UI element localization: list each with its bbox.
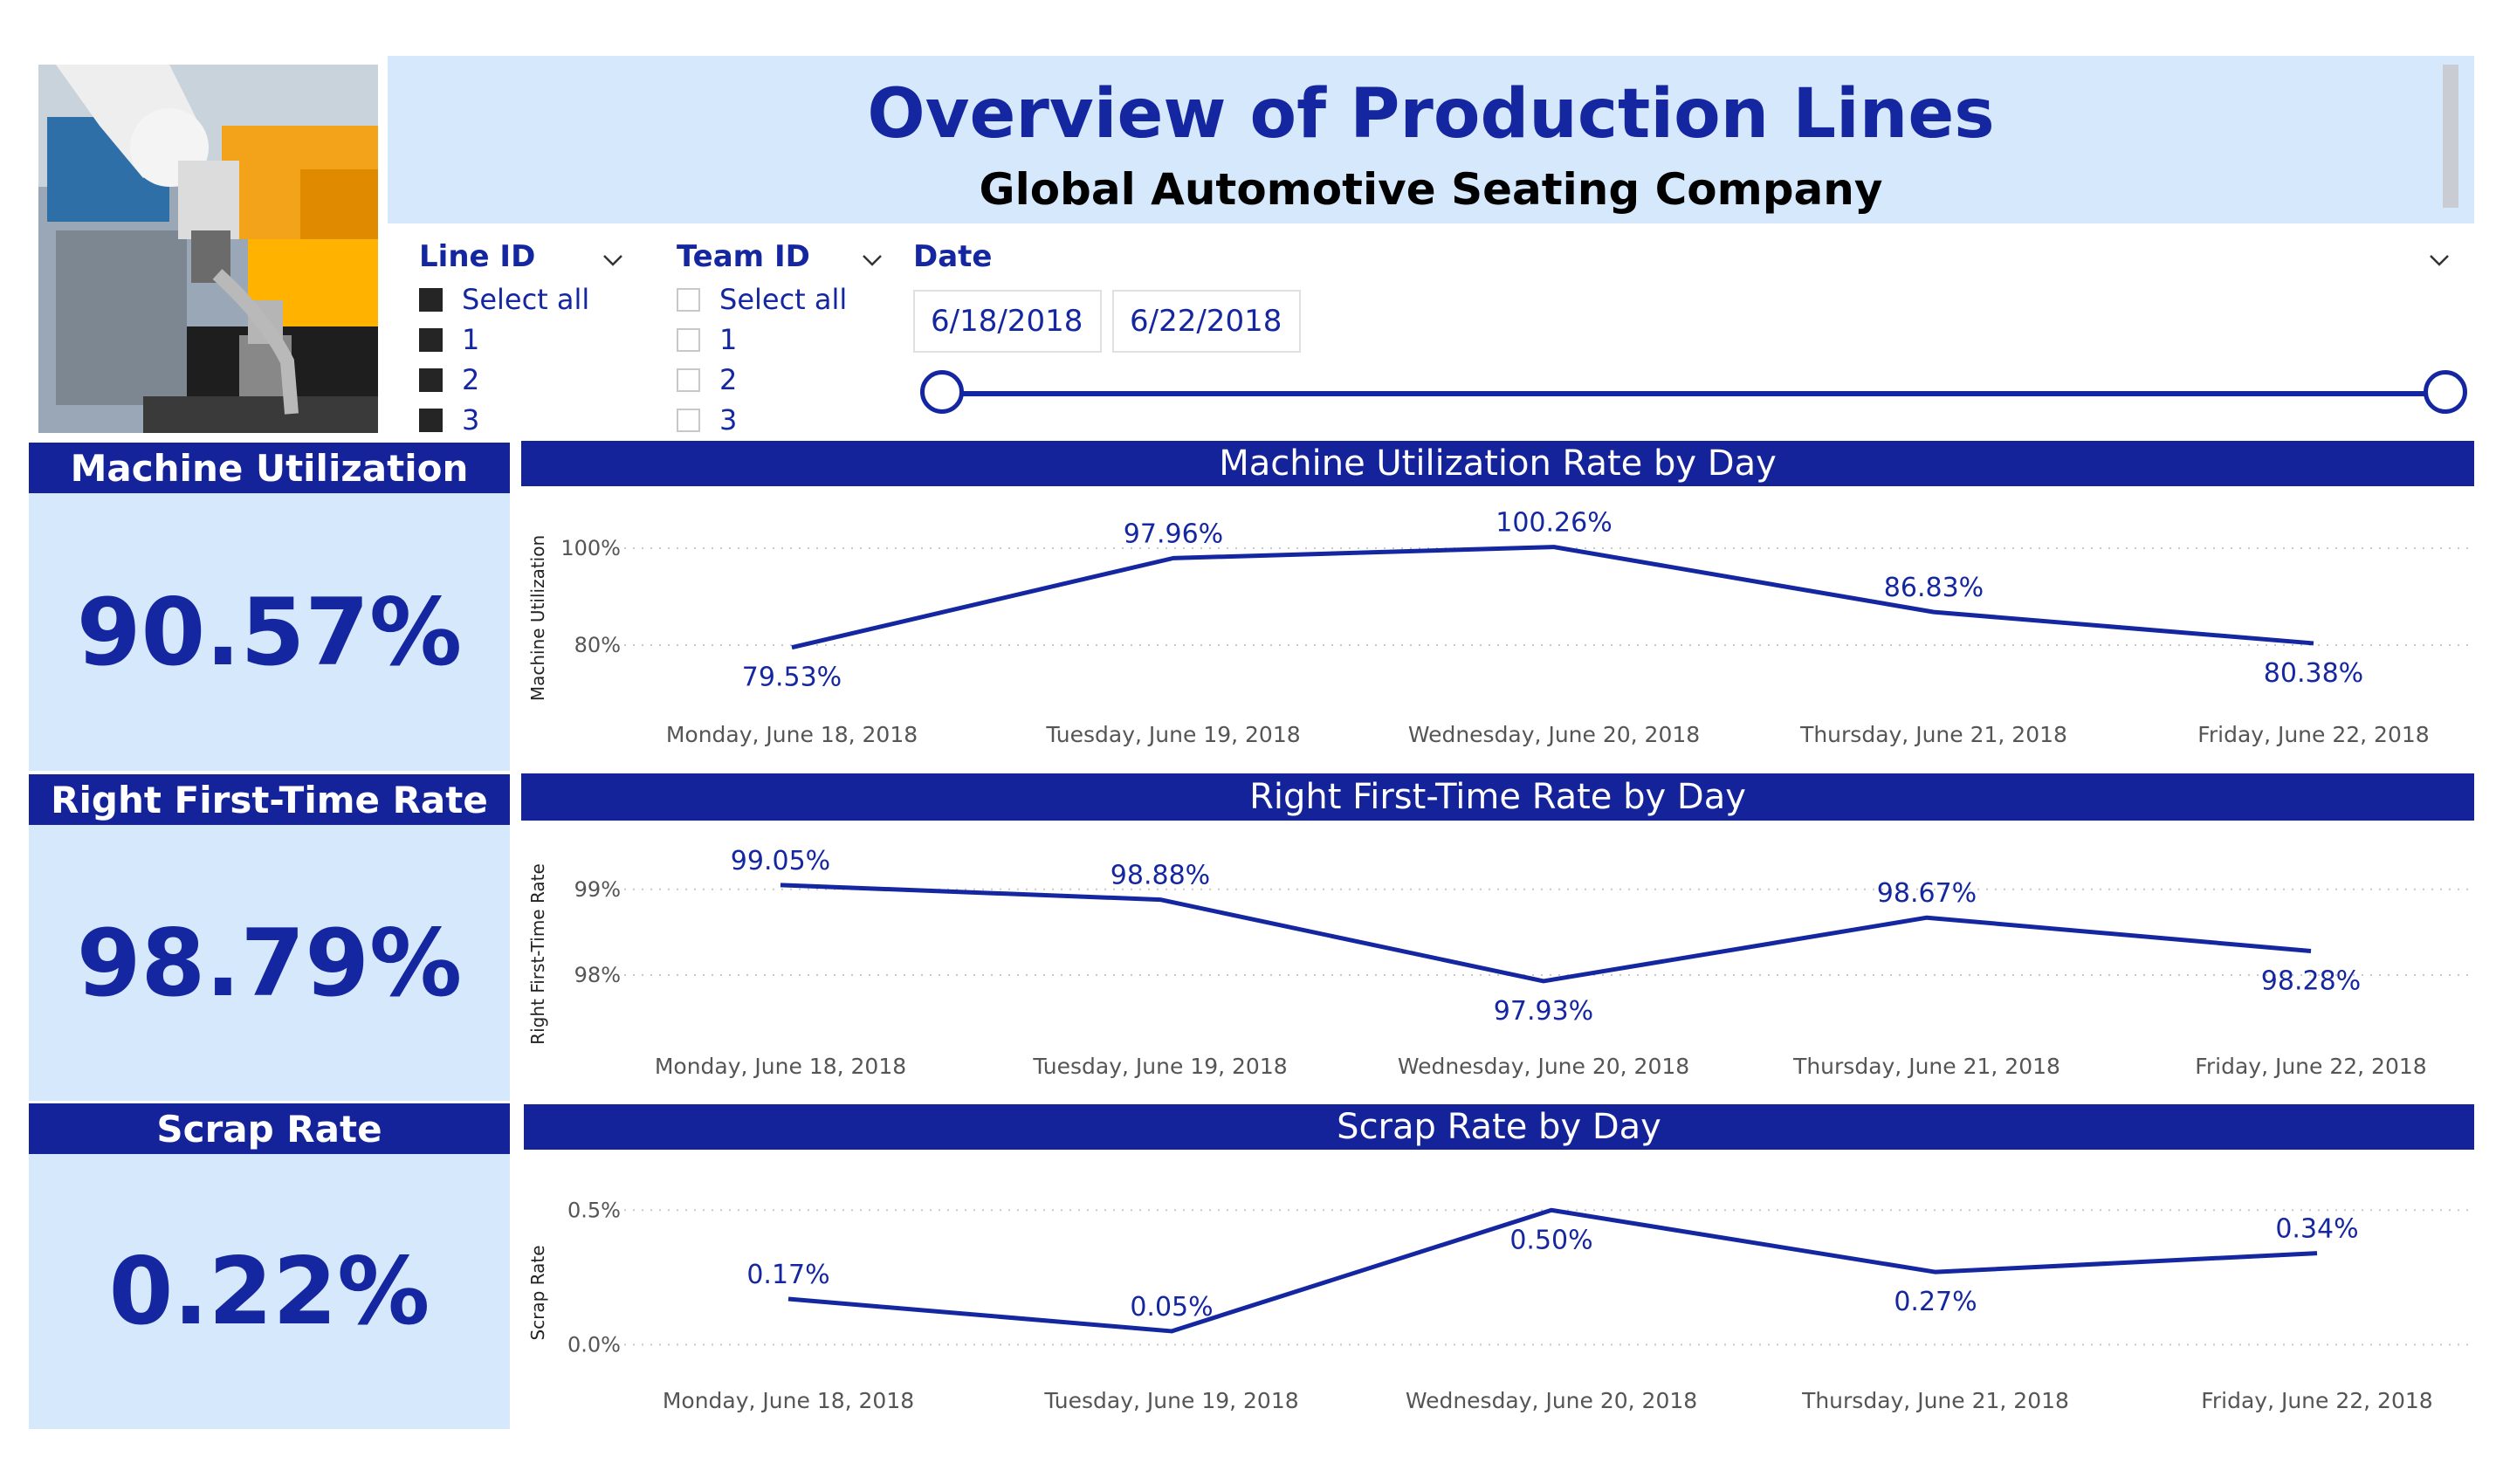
x-tick-label: Friday, June 22, 2018	[2201, 1388, 2432, 1413]
y-axis-title: Right First-Time Rate	[527, 863, 548, 1045]
data-label: 0.05%	[1130, 1292, 1213, 1323]
y-axis-title: Machine Utilization	[527, 535, 548, 701]
x-tick-label: Tuesday, June 19, 2018	[1032, 1054, 1287, 1079]
team-id-option-3[interactable]: 3	[677, 400, 890, 440]
checkbox[interactable]	[677, 368, 700, 392]
y-tick-label: 98%	[574, 963, 621, 987]
x-tick-label: Thursday, June 21, 2018	[1792, 1054, 2060, 1079]
x-tick-label: Wednesday, June 20, 2018	[1406, 1388, 1697, 1413]
team-id-slicer: Team ID Select all 1 2 3	[677, 239, 890, 440]
data-label: 79.53%	[742, 663, 842, 693]
kpi-right-first-time-label: Right First-Time Rate	[29, 774, 510, 825]
date-range-end-handle[interactable]	[2424, 370, 2467, 414]
header-photo	[38, 65, 378, 433]
x-tick-label: Thursday, June 21, 2018	[1801, 1388, 2069, 1413]
data-label: 0.27%	[1894, 1287, 1977, 1317]
line-id-option-3[interactable]: 3	[419, 400, 629, 440]
kpi-right-first-time-value: 98.79%	[29, 825, 510, 1101]
chevron-down-icon[interactable]	[2429, 250, 2450, 271]
date-range-start-handle[interactable]	[920, 370, 964, 414]
date-range-track[interactable]	[945, 391, 2443, 396]
team-id-option-select-all[interactable]: Select all	[677, 279, 890, 319]
y-tick-label: 99%	[574, 877, 621, 902]
chart-title-machine-utilization: Machine Utilization Rate by Day	[521, 441, 2474, 486]
robot-arm-image	[38, 65, 378, 433]
series-line	[780, 883, 2312, 984]
date-end-input[interactable]: 6/22/2018	[1112, 290, 1301, 353]
data-label: 98.67%	[1877, 878, 1977, 909]
right-first-time-line-chart: Right First-Time Rate 98% 99% 99.05% 98.88% 9…	[527, 846, 2468, 1079]
kpi-machine-utilization-value: 90.57%	[29, 493, 510, 771]
date-start-input[interactable]: 6/18/2018	[913, 290, 1102, 353]
line-id-slicer-title: Line ID	[419, 239, 536, 274]
date-slicer-title: Date	[913, 239, 993, 274]
scrap-rate-line-chart: Scrap Rate 0.0% 0.5% 0.17% 0.05% 0.50% 0.27% 0.…	[527, 1198, 2468, 1413]
y-tick-label: 80%	[574, 633, 621, 657]
kpi-machine-utilization-label: Machine Utilization	[29, 443, 510, 493]
data-label: 80.38%	[2264, 658, 2363, 689]
page-title: Overview of Production Lines	[867, 75, 1995, 154]
line-id-option-1[interactable]: 1	[419, 319, 629, 360]
x-tick-label: Friday, June 22, 2018	[2197, 722, 2429, 747]
data-label: 0.34%	[2275, 1214, 2358, 1245]
team-id-slicer-title: Team ID	[677, 239, 810, 274]
checkbox[interactable]	[419, 368, 443, 392]
kpi-scrap-rate-value: 0.22%	[29, 1154, 510, 1429]
x-tick-label: Monday, June 18, 2018	[655, 1054, 906, 1079]
checkbox[interactable]	[419, 408, 443, 432]
line-id-option-select-all[interactable]: Select all	[419, 279, 629, 319]
line-id-slicer: Line ID Select all 1 2 3	[419, 239, 629, 440]
x-tick-label: Thursday, June 21, 2018	[1799, 722, 2067, 747]
team-id-option-2[interactable]: 2	[677, 360, 890, 400]
data-label: 98.28%	[2261, 966, 2361, 997]
x-tick-label: Tuesday, June 19, 2018	[1045, 722, 1300, 747]
data-label: 98.88%	[1111, 861, 1210, 891]
x-tick-label: Tuesday, June 19, 2018	[1043, 1388, 1298, 1413]
checkbox[interactable]	[419, 287, 443, 312]
checkbox[interactable]	[677, 327, 700, 352]
x-tick-label: Wednesday, June 20, 2018	[1398, 1054, 1689, 1079]
data-label: 97.96%	[1124, 519, 1223, 549]
x-tick-label: Monday, June 18, 2018	[666, 722, 918, 747]
y-tick-label: 100%	[560, 536, 621, 560]
data-label: 97.93%	[1494, 996, 1593, 1027]
checkbox[interactable]	[677, 287, 700, 312]
date-slicer: Date 6/18/2018 6/22/2018	[913, 239, 2472, 431]
data-label: 99.05%	[731, 846, 830, 876]
series-line	[791, 545, 2314, 650]
chevron-down-icon[interactable]	[862, 250, 883, 271]
y-tick-label: 0.5%	[567, 1198, 621, 1222]
y-axis-title: Scrap Rate	[527, 1245, 548, 1340]
chart-title-scrap-rate: Scrap Rate by Day	[524, 1104, 2474, 1150]
y-tick-label: 0.0%	[567, 1332, 621, 1357]
header-scrollbar[interactable]	[2443, 65, 2458, 208]
team-id-option-1[interactable]: 1	[677, 319, 890, 360]
kpi-scrap-rate-label: Scrap Rate	[29, 1103, 510, 1154]
chevron-down-icon[interactable]	[602, 250, 623, 271]
x-tick-label: Monday, June 18, 2018	[663, 1388, 914, 1413]
data-label: 100.26%	[1496, 508, 1612, 539]
x-tick-label: Friday, June 22, 2018	[2195, 1054, 2426, 1079]
data-label: 0.50%	[1509, 1225, 1592, 1255]
chart-title-right-first-time: Right First-Time Rate by Day	[521, 773, 2474, 821]
data-label: 86.83%	[1884, 573, 1984, 603]
series-line	[787, 1207, 2318, 1334]
x-tick-label: Wednesday, June 20, 2018	[1408, 722, 1700, 747]
checkbox[interactable]	[419, 327, 443, 352]
checkbox[interactable]	[677, 408, 700, 432]
report-header: Overview of Production Lines Global Auto…	[388, 56, 2474, 223]
data-label: 0.17%	[746, 1260, 829, 1290]
page-subtitle: Global Automotive Seating Company	[979, 164, 1883, 215]
machine-utilization-line-chart: Machine Utilization 80% 100% 79.53% 97.96% 10…	[527, 508, 2468, 747]
line-id-option-2[interactable]: 2	[419, 360, 629, 400]
